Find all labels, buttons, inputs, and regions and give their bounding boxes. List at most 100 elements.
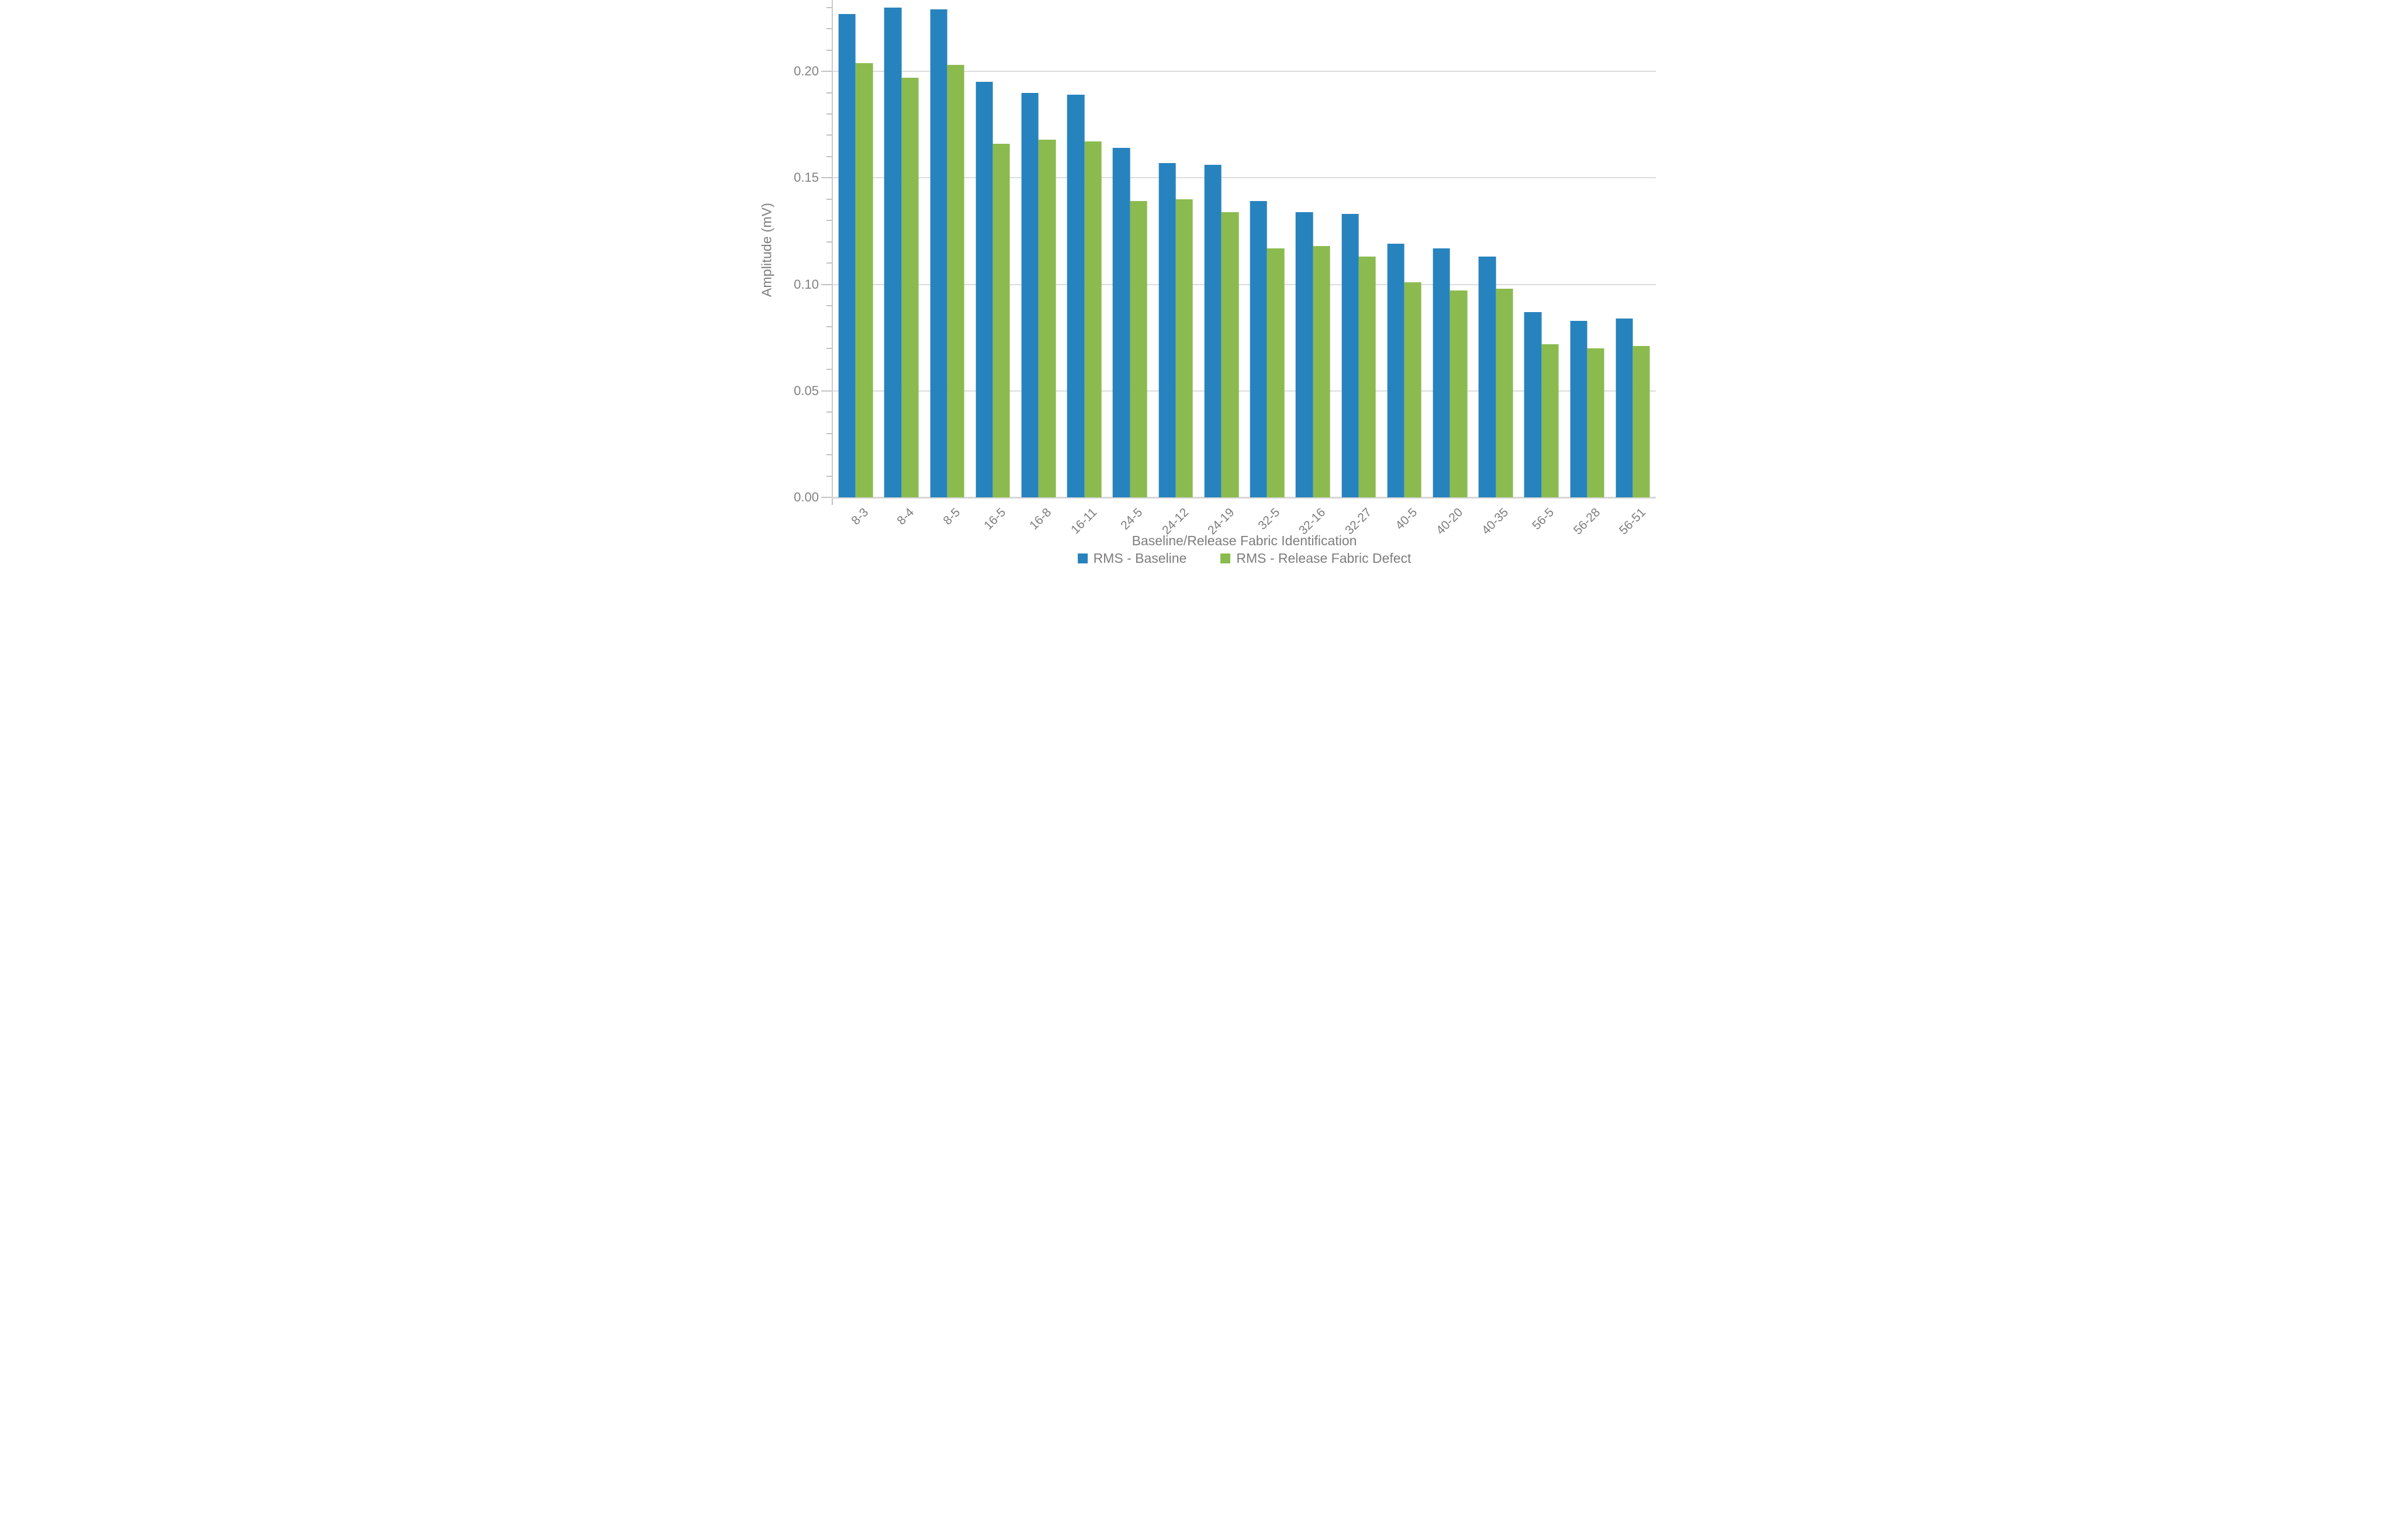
- gridline-0.2: [833, 71, 1656, 72]
- bar-pair: [1204, 0, 1239, 497]
- bar-group-16-5: [970, 0, 1016, 497]
- bar-rms-baseline-40-5: [1387, 244, 1404, 497]
- bar-rms-baseline-40-20: [1433, 248, 1450, 497]
- bar-rms-release-fabric-defect-32-16: [1313, 245, 1330, 497]
- bar-pair: [1295, 0, 1330, 497]
- y-axis-title: Amplitude (mV): [759, 202, 774, 297]
- y-axis-line: [832, 0, 833, 497]
- x-tick-label-8-5: 8-5: [940, 506, 963, 528]
- bar-group-56-5: [1518, 0, 1564, 497]
- bar-pair: [1524, 0, 1559, 497]
- major-tick-0.2: [821, 71, 832, 72]
- bar-rms-release-fabric-defect-32-27: [1358, 257, 1376, 497]
- minor-tick-0.07: [826, 347, 832, 349]
- legend-label-release-fabric-defect: RMS - Release Fabric Defect: [1236, 551, 1411, 566]
- minor-tick-0.23: [826, 6, 832, 8]
- bar-group-32-27: [1336, 0, 1381, 497]
- bar-pair: [975, 0, 1011, 497]
- bar-rms-release-fabric-defect-32-5: [1267, 248, 1285, 497]
- bar-group-40-35: [1473, 0, 1518, 497]
- bar-rms-release-fabric-defect-8-3: [856, 63, 873, 497]
- bar-rms-release-fabric-defect-56-51: [1632, 346, 1651, 497]
- x-tick-label-56-5: 56-5: [1530, 506, 1557, 532]
- bar-rms-release-fabric-defect-24-12: [1175, 199, 1193, 497]
- x-tick-label-16-8: 16-8: [1027, 506, 1054, 532]
- x-tick-label-32-5: 32-5: [1255, 506, 1283, 532]
- gridline-0.15: [833, 177, 1656, 179]
- bar-pair: [1113, 0, 1147, 497]
- bar-group-32-5: [1244, 0, 1290, 497]
- minor-tick-0.17: [826, 134, 832, 136]
- bar-rms-baseline-56-5: [1524, 312, 1542, 497]
- bar-series-container: [833, 0, 1656, 497]
- bar-rms-release-fabric-defect-16-5: [992, 144, 1011, 497]
- legend-swatch-baseline: [1077, 553, 1088, 563]
- y-tick-label-0.15: 0.15: [794, 170, 819, 185]
- legend-swatch-release-fabric-defect: [1220, 553, 1231, 563]
- minor-tick-0.03: [826, 432, 832, 434]
- bar-group-40-20: [1427, 0, 1473, 497]
- minor-tick-0.21: [826, 49, 832, 51]
- bar-rms-baseline-40-35: [1478, 257, 1496, 497]
- x-tick-label-8-4: 8-4: [894, 506, 917, 528]
- bar-rms-baseline-32-16: [1295, 212, 1313, 497]
- bar-pair: [884, 0, 919, 497]
- minor-tick-0.04: [826, 411, 832, 413]
- bar-rms-release-fabric-defect-40-5: [1404, 282, 1422, 497]
- bar-group-8-5: [924, 0, 970, 497]
- bar-rms-baseline-8-5: [930, 9, 947, 497]
- minor-tick-0.01: [826, 475, 832, 477]
- bar-pair: [1387, 0, 1422, 497]
- major-tick-0: [821, 497, 832, 498]
- bar-group-40-5: [1382, 0, 1427, 497]
- x-tick-label-16-5: 16-5: [981, 506, 1009, 532]
- bar-group-16-8: [1016, 0, 1061, 497]
- bar-rms-baseline-32-27: [1341, 214, 1359, 497]
- minor-tick-0.13: [826, 220, 832, 222]
- minor-tick-0.08: [826, 326, 832, 328]
- legend: RMS - Baseline RMS - Release Fabric Defe…: [833, 551, 1656, 566]
- bar-rms-baseline-16-8: [1021, 92, 1039, 497]
- bar-rms-release-fabric-defect-40-20: [1449, 290, 1468, 497]
- x-axis-line: [832, 497, 1656, 499]
- bar-rms-baseline-56-28: [1570, 320, 1587, 497]
- bar-rms-baseline-24-19: [1204, 165, 1222, 497]
- bar-group-56-51: [1610, 0, 1656, 497]
- bar-rms-baseline-8-3: [838, 13, 856, 497]
- bar-pair: [1158, 0, 1193, 497]
- bar-rms-release-fabric-defect-8-4: [901, 78, 919, 497]
- legend-item-release-fabric-defect: RMS - Release Fabric Defect: [1220, 551, 1411, 566]
- y-tick-label-0.10: 0.10: [794, 276, 819, 292]
- bar-chart: Amplitude (mV) 0.00 0.05 0.10 0.15 0.20 8-3 8…: [752, 0, 1656, 575]
- bar-rms-release-fabric-defect-8-5: [947, 65, 964, 497]
- minor-tick-0.22: [826, 28, 832, 30]
- bar-group-16-11: [1061, 0, 1107, 497]
- bar-rms-release-fabric-defect-24-5: [1130, 201, 1147, 497]
- y-tick-label-0.20: 0.20: [794, 64, 819, 79]
- bar-pair: [1021, 0, 1056, 497]
- bar-pair: [838, 0, 873, 497]
- bar-pair: [930, 0, 964, 497]
- bar-rms-release-fabric-defect-16-11: [1084, 141, 1102, 497]
- bar-pair: [1067, 0, 1102, 497]
- x-tick-label-24-5: 24-5: [1118, 506, 1146, 532]
- minor-tick-0.02: [826, 454, 832, 456]
- minor-tick-0.14: [826, 198, 832, 200]
- minor-tick-0.06: [826, 369, 832, 371]
- x-tick-label-16-11: 16-11: [1068, 506, 1100, 537]
- x-axis-origin-tick: [832, 499, 833, 505]
- bar-pair: [1250, 0, 1285, 497]
- bar-rms-baseline-16-11: [1067, 95, 1085, 497]
- minor-tick-0.19: [826, 92, 832, 94]
- bar-group-8-4: [878, 0, 924, 497]
- bar-rms-baseline-24-12: [1158, 162, 1176, 497]
- bar-group-8-3: [833, 0, 878, 497]
- bar-group-56-28: [1565, 0, 1610, 497]
- bar-pair: [1615, 0, 1651, 497]
- bar-pair: [1570, 0, 1604, 497]
- bar-rms-baseline-8-4: [884, 7, 902, 497]
- minor-tick-0.09: [826, 304, 832, 306]
- bar-rms-baseline-16-5: [975, 82, 993, 497]
- bar-group-24-5: [1107, 0, 1153, 497]
- legend-label-baseline: RMS - Baseline: [1093, 551, 1187, 566]
